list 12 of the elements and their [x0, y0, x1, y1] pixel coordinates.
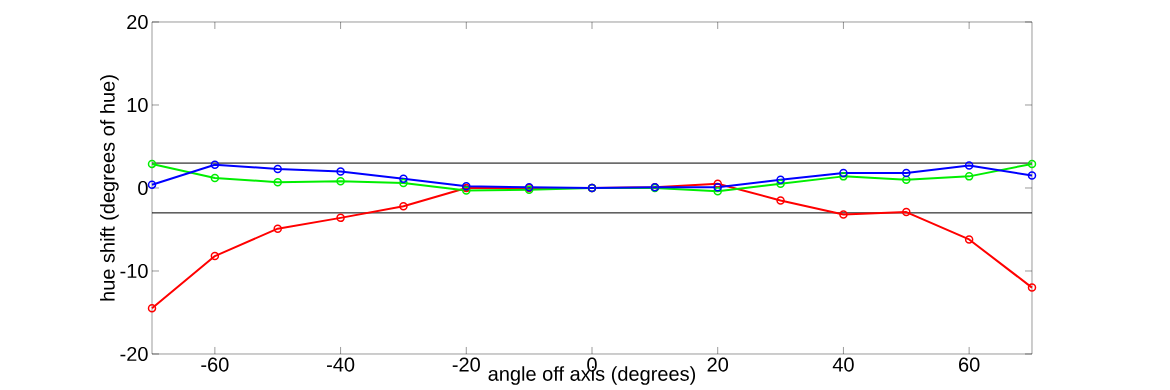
x-tick-label: -20	[452, 357, 480, 372]
y-tick-label: -20	[120, 346, 148, 362]
x-tick-label: -60	[201, 357, 229, 372]
y-tick-label: 20	[127, 14, 148, 30]
x-tick-label: -40	[327, 357, 355, 372]
y-tick-label: 10	[127, 97, 148, 113]
x-tick-label: 40	[832, 357, 854, 372]
x-tick-label: 20	[707, 357, 729, 372]
y-tick-label: 0	[138, 180, 148, 196]
x-tick-label: 60	[959, 357, 980, 372]
y-axis-title: hue shift (degrees of hue)	[100, 75, 119, 301]
y-tick-label: -10	[120, 263, 148, 279]
